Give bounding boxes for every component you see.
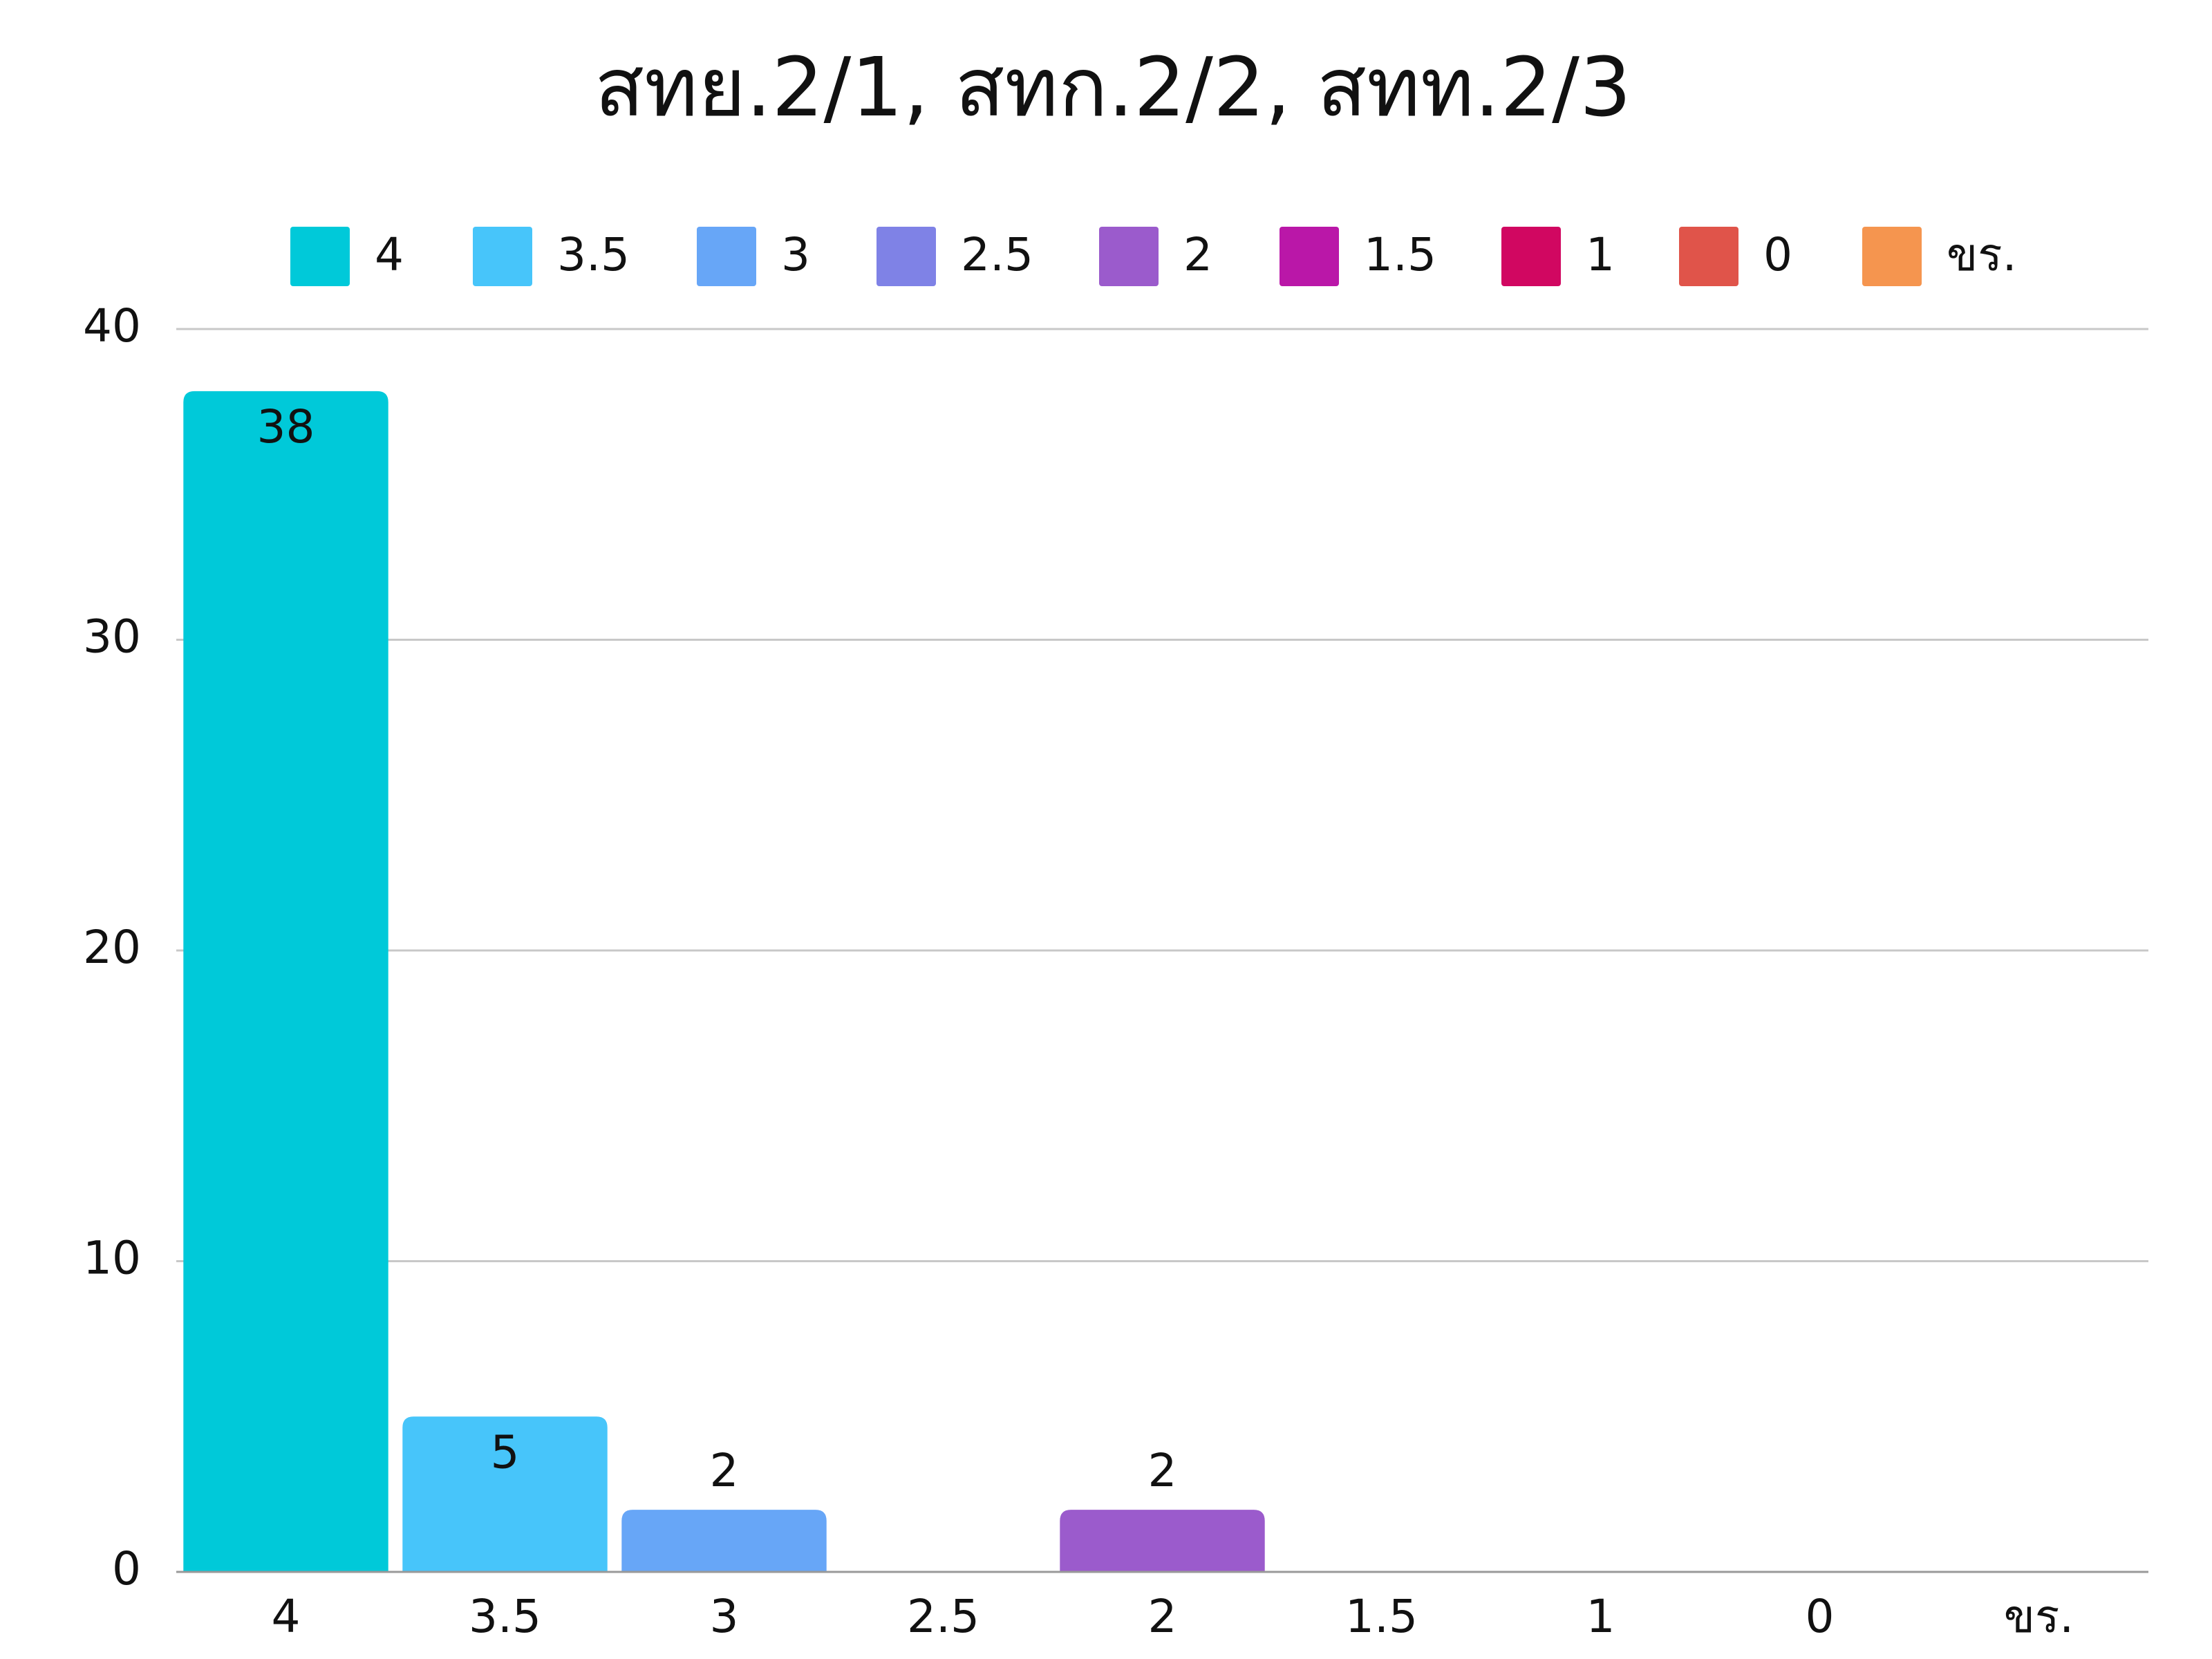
legend-swatch	[877, 227, 936, 286]
legend-label: 2.5	[961, 228, 1033, 281]
legend-label: 4	[375, 228, 404, 281]
x-tick-label: 3	[710, 1590, 739, 1643]
bar	[402, 1416, 608, 1572]
legend-label: 1.5	[1364, 228, 1436, 281]
x-tick-label: 2	[1148, 1590, 1177, 1643]
x-tick-label: 3.5	[469, 1590, 541, 1643]
bar	[621, 1510, 827, 1572]
data-label: 38	[257, 400, 315, 453]
legend-swatch	[1501, 227, 1561, 286]
y-tick-label: 10	[83, 1232, 141, 1285]
bar	[183, 391, 388, 1572]
legend-label: 3.5	[557, 228, 630, 281]
legend-swatch	[290, 227, 350, 286]
x-tick-label: 1.5	[1345, 1590, 1418, 1643]
data-label: 2	[1148, 1444, 1177, 1497]
legend-label: 0	[1763, 228, 1792, 281]
x-tick-label: ขร.	[2004, 1590, 2074, 1643]
chart-title: สทย.2/1, สทก.2/2, สทท.2/3	[594, 39, 1631, 135]
legend-label: 1	[1586, 228, 1615, 281]
y-tick-label: 30	[83, 610, 141, 664]
legend-swatch	[473, 227, 532, 286]
y-tick-label: 20	[83, 921, 141, 974]
x-tick-label: 0	[1806, 1590, 1835, 1643]
legend-swatch	[1099, 227, 1159, 286]
x-tick-label: 4	[272, 1590, 301, 1643]
bar	[1060, 1510, 1265, 1572]
data-label: 2	[710, 1444, 739, 1497]
x-tick-label: 2.5	[907, 1590, 980, 1643]
legend-swatch	[697, 227, 756, 286]
legend-swatch	[1280, 227, 1339, 286]
x-tick-label: 1	[1586, 1590, 1615, 1643]
data-label: 5	[491, 1425, 520, 1479]
y-tick-label: 40	[83, 299, 141, 353]
y-tick-label: 0	[112, 1542, 141, 1595]
legend-label: 3	[781, 228, 810, 281]
legend-label: ขร.	[1947, 228, 2017, 281]
legend-swatch	[1862, 227, 1922, 286]
legend-swatch	[1679, 227, 1738, 286]
legend-label: 2	[1183, 228, 1212, 281]
